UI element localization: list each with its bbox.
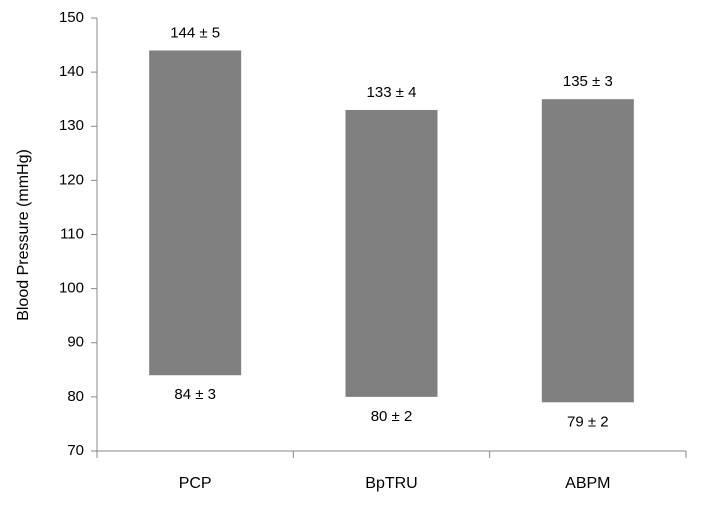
x-tick-label: PCP (179, 475, 212, 492)
y-tick-label: 130 (59, 117, 84, 134)
y-tick-label: 110 (60, 225, 84, 242)
y-tick-label: 80 (67, 388, 84, 405)
y-tick-label: 120 (59, 171, 84, 188)
low-value-label: 80 ± 2 (371, 408, 413, 425)
x-tick-label: ABPM (565, 475, 610, 492)
high-value-label: 144 ± 5 (170, 24, 220, 41)
low-value-label: 84 ± 3 (174, 386, 216, 403)
bar (149, 50, 242, 376)
y-tick-label: 70 (67, 442, 84, 459)
y-tick-label: 150 (59, 9, 84, 26)
high-value-label: 135 ± 3 (563, 73, 613, 90)
high-value-label: 133 ± 4 (367, 84, 417, 101)
y-axis-label: Blood Pressure (mmHg) (15, 149, 32, 321)
bar (541, 99, 634, 403)
y-tick-label: 90 (67, 334, 84, 351)
y-tick-label: 100 (59, 280, 84, 297)
x-tick-label: BpTRU (365, 475, 417, 492)
bar (345, 110, 438, 397)
y-tick-label: 140 (59, 63, 84, 80)
low-value-label: 79 ± 2 (567, 413, 609, 430)
